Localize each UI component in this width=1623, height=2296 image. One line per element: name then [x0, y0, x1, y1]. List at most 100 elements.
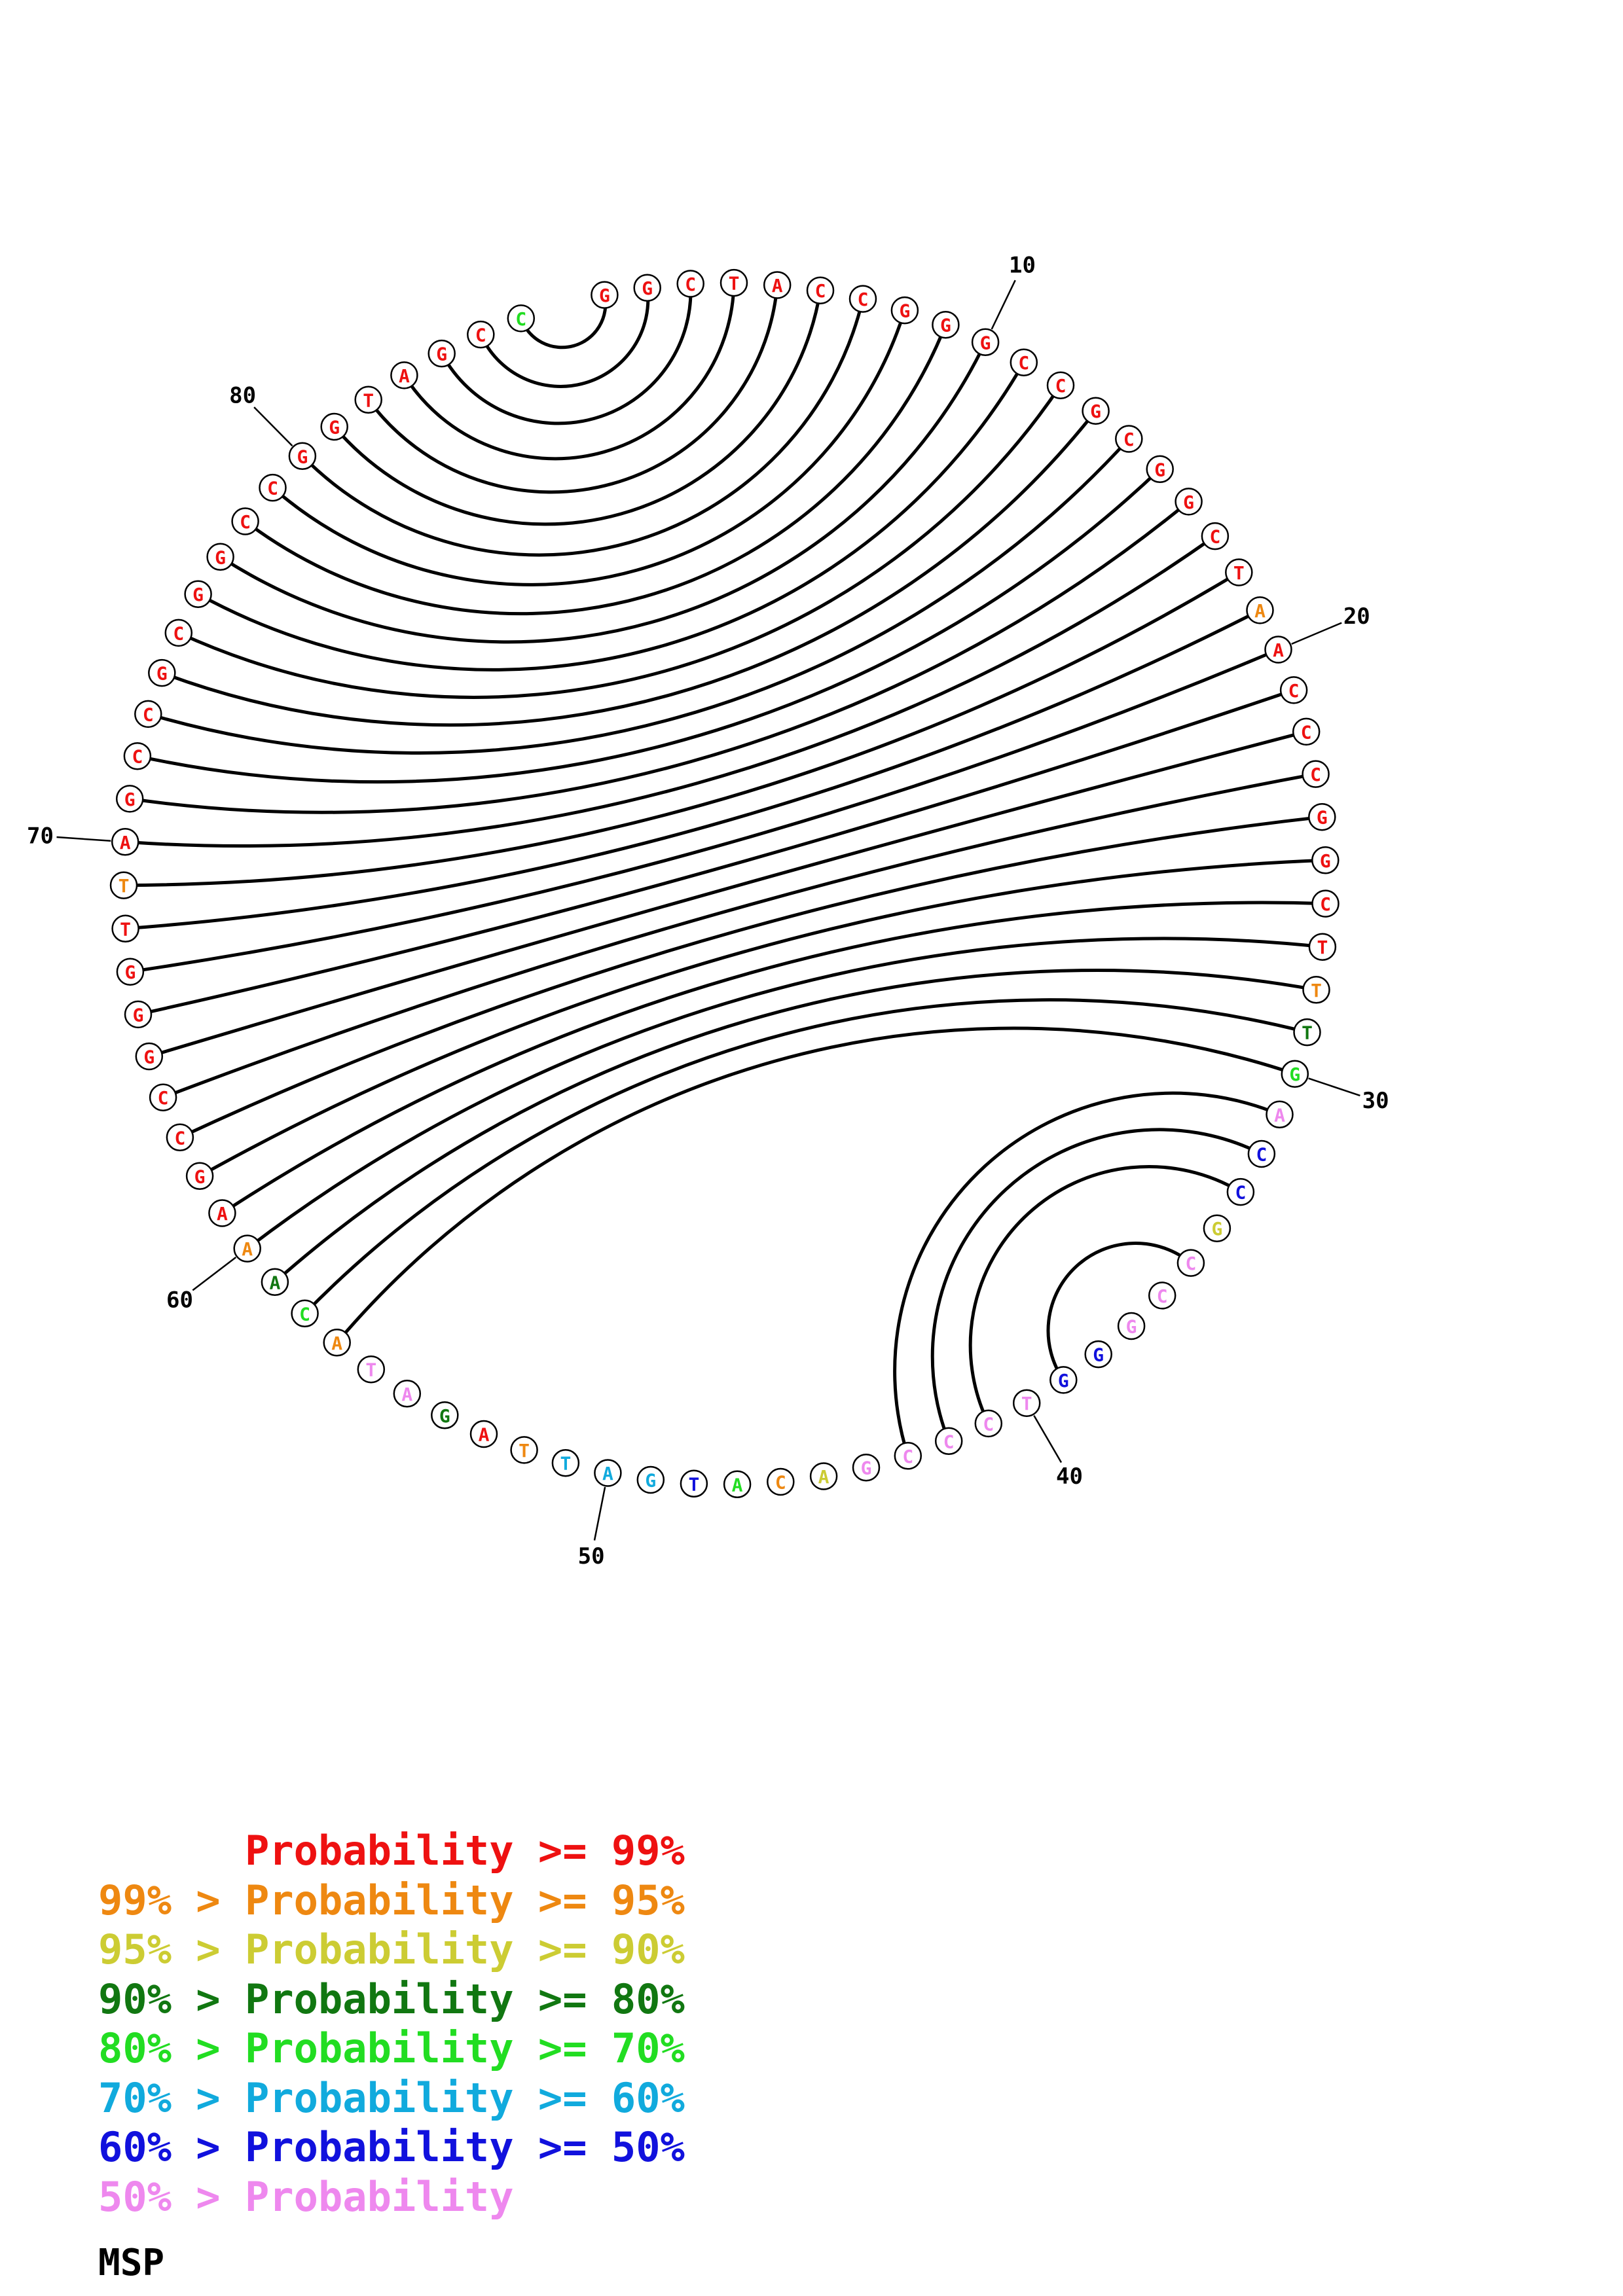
nucleotide-letter: T [1302, 1022, 1313, 1044]
nucleotide-circle [894, 1442, 922, 1470]
nucleotide-circle [1308, 933, 1337, 961]
base-pair-arc [1046, 1242, 1192, 1381]
base-pair-arc [221, 901, 1326, 1215]
position-label: 10 [1009, 253, 1036, 279]
nucleotide-letter: A [1274, 1104, 1285, 1126]
legend-entry: 50% > Probability [98, 2172, 514, 2221]
nucleotide-circle [676, 270, 704, 298]
base-pair-arc [335, 1026, 1296, 1344]
nucleotide-circle [848, 285, 877, 313]
nucleotide-circle [720, 268, 748, 297]
nucleotide-circle [1146, 455, 1174, 484]
base-pair-arc [333, 290, 822, 526]
circle-diagram: G G C T A C CGGGCCGCGGCTAACCCGGCTTTGACCGCCGGGT… [27, 253, 1389, 1570]
position-label: 40 [1056, 1463, 1083, 1490]
nucleotide-circle [680, 1469, 708, 1498]
nucleotide-circle [809, 1462, 838, 1490]
nucleotide-letter: A [217, 1203, 228, 1225]
nucleotide-circle [320, 412, 348, 441]
nucleotide-circle [510, 1436, 538, 1464]
nucleotide-circle [116, 958, 145, 986]
nucleotide-circle [1148, 1282, 1176, 1310]
position-tick [593, 1486, 606, 1541]
nucleotide-letter: G [899, 300, 910, 322]
nucleotide-circle [431, 1401, 459, 1429]
nucleotide-circle [1311, 846, 1340, 874]
nucleotide-letter: C [1123, 429, 1135, 450]
nucleotide-circle [1281, 1060, 1309, 1088]
position-ticks: 10 20 30 40 50 60 70 80 [27, 253, 1389, 1570]
base-pair-arc [198, 858, 1326, 1177]
base-pair-arc [137, 467, 1161, 784]
nucleotide-letter: G [436, 344, 447, 365]
nucleotide-letter: T [729, 273, 740, 295]
nucleotide-letter: G [1320, 850, 1331, 872]
base-pair-arcs [123, 283, 1326, 1457]
nucleotide-circle [1308, 802, 1336, 831]
nucleotide-circle [767, 1467, 795, 1496]
nucleotide-letter: G [940, 315, 951, 336]
nucleotide-circle [551, 1448, 580, 1477]
nucleotide-circle [357, 1355, 386, 1384]
base-pair-arc [479, 287, 650, 388]
nucleotide-letter: C [240, 511, 251, 533]
nucleotide-letter: C [1055, 375, 1067, 397]
position-tick [1308, 1077, 1360, 1097]
legend-entry: Probability >= 99% [98, 1827, 685, 1874]
nucleotide-circle [1279, 676, 1308, 704]
nucleotide-letter: C [475, 325, 486, 346]
base-pair-arc [161, 410, 1097, 727]
nucleotide-circle [1012, 1389, 1041, 1417]
nucleotide-letter: G [1058, 1370, 1069, 1391]
nucleotide-circle [1226, 1177, 1255, 1206]
position-tick [1291, 622, 1342, 645]
nucleotide-circle [1292, 717, 1321, 746]
nucleotide-circle [124, 1000, 153, 1029]
nucleotide-letter: A [1254, 600, 1266, 622]
nucleotide-letter: T [1311, 980, 1322, 1001]
nucleotide-circle [1293, 1018, 1321, 1047]
legend-entry: 80% > Probability >= 70% [98, 2024, 685, 2072]
position-tick [56, 836, 111, 842]
nucleotide-circle [932, 310, 960, 339]
base-pair-arc [149, 730, 1307, 1058]
nucleotide-letter: C [943, 1431, 955, 1452]
nucleotide-letter: G [861, 1458, 872, 1479]
nucleotide-letter: A [399, 365, 410, 387]
nucleotide-circle [164, 619, 193, 647]
nucleotide-letter: G [143, 1047, 155, 1068]
legend-entry: 70% > Probability >= 60% [98, 2073, 685, 2122]
base-pair-arc [274, 969, 1317, 1283]
method-label: MSP [98, 2242, 165, 2284]
nucleotide-circle [184, 580, 212, 608]
nucleotide-circle [971, 328, 1000, 357]
nucleotide-circle [633, 274, 661, 302]
nucleotide-circle [1201, 522, 1230, 550]
nucleotide-letter: G [645, 1470, 656, 1492]
nucleotide-letter: G [329, 417, 340, 439]
nucleotide-circle [393, 1380, 422, 1408]
nucleotide-letter: C [983, 1413, 994, 1435]
nucleotide-circle [1175, 488, 1203, 516]
nucleotide-circle [1176, 1249, 1205, 1277]
nucleotide-circle [507, 304, 536, 332]
legend-entry: 99% > Probability >= 95% [98, 1876, 685, 1924]
nucleotide-letter: G [297, 446, 308, 467]
nucleotide-letter: T [1317, 937, 1328, 958]
nucleotide-letter: C [1235, 1182, 1246, 1204]
nucleotide-circle [149, 1083, 177, 1111]
nucleotide-letter: T [120, 918, 131, 940]
nucleotide-circle [763, 271, 792, 299]
nucleotide-circle [469, 1420, 498, 1448]
nucleotide-circle [291, 1299, 319, 1328]
nucleotide-circle [208, 1199, 236, 1227]
probability-legend: Probability >= 99% 99% > Probability >= … [98, 1826, 685, 2221]
nucleotide-circle [1115, 425, 1143, 453]
base-pair-arc [968, 1165, 1242, 1424]
nucleotide-circle [1084, 1340, 1112, 1369]
nucleotide-letter: C [299, 1303, 310, 1325]
nucleotide-circle [1264, 636, 1292, 664]
nucleotide-letter: A [772, 275, 783, 296]
nucleotide-circle [185, 1162, 214, 1191]
nucleotide-letter: C [1018, 352, 1029, 374]
